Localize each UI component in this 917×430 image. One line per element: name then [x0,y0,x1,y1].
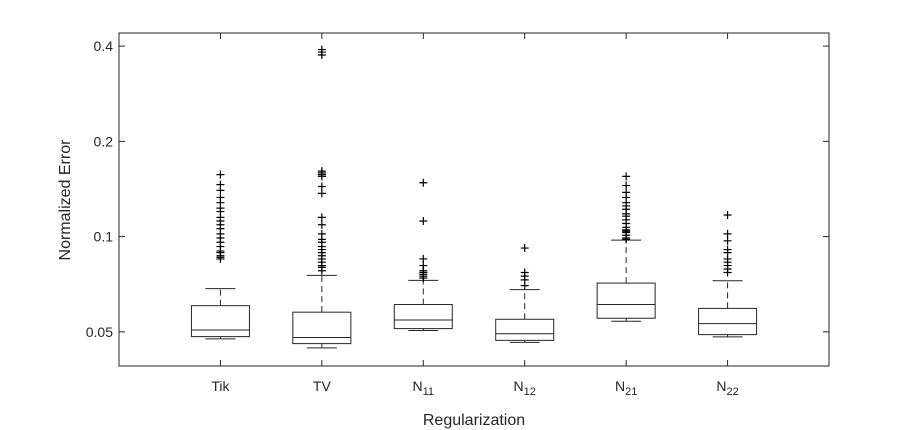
y-axis-label: Normalized Error [57,139,74,261]
outlier-marker [317,266,326,275]
outlier-marker [520,244,529,253]
x-tick-label-base: N [716,378,726,394]
x-tick-label-base: N [514,378,524,394]
x-tick-label-base: N [615,378,625,394]
box-series [190,45,758,349]
outlier-marker [216,170,225,179]
outlier-marker [317,220,326,229]
box-iqr [698,307,758,336]
y-tick-label: 0.05 [86,324,113,340]
outlier-marker [622,235,631,244]
plot-area [118,32,830,367]
box-1 [190,170,250,340]
y-tick-label: 0.2 [94,133,114,149]
outlier-marker [419,217,428,226]
x-axis-label: Regularization [423,412,525,429]
outlier-marker [419,178,428,187]
x-tick-label: N12 [514,378,536,398]
outlier-marker [622,181,631,190]
outlier-marker [622,172,631,181]
box-iqr [292,311,352,345]
box-3 [393,178,453,331]
x-tick-label: N22 [716,378,738,398]
x-tick-label-base: N [413,378,423,394]
outlier-marker [216,186,225,195]
x-tick-label-base: Tik [211,378,230,394]
outlier-marker [317,189,326,198]
outlier-marker [317,50,326,59]
box-5 [596,172,656,322]
x-tick-label-subscript: 22 [727,386,739,398]
x-tick-label-subscript: 11 [423,386,434,398]
box-2 [292,45,352,349]
outlier-marker [520,281,529,290]
box-iqr [190,305,250,338]
outlier-marker [723,236,732,245]
outlier-marker [317,172,326,181]
x-tick-label-subscript: 21 [625,386,637,398]
outlier-marker [216,254,225,263]
box-iqr [495,318,555,341]
outlier-marker [317,182,326,191]
x-tick-label: N21 [615,378,637,398]
box-iqr [393,304,453,330]
box-4 [495,244,555,343]
outlier-marker [317,213,326,222]
outlier-marker [723,229,732,238]
x-axis: Tik TV N11 N12 N21 N22 [211,33,739,398]
outlier-marker [723,211,732,220]
outlier-marker [419,273,428,282]
y-tick-label: 0.4 [94,38,114,54]
y-axis: 0.05 0.1 0.2 0.4 [86,38,829,340]
box-6 [698,211,758,338]
x-tick-label-base: TV [313,378,332,394]
box-iqr [596,282,656,319]
x-tick-label: N11 [413,378,435,398]
y-tick-label: 0.1 [94,229,114,245]
x-tick-label-subscript: 12 [524,386,536,398]
x-tick-label: TV [313,378,332,394]
x-tick-label: Tik [211,378,230,394]
outlier-marker [723,268,732,277]
